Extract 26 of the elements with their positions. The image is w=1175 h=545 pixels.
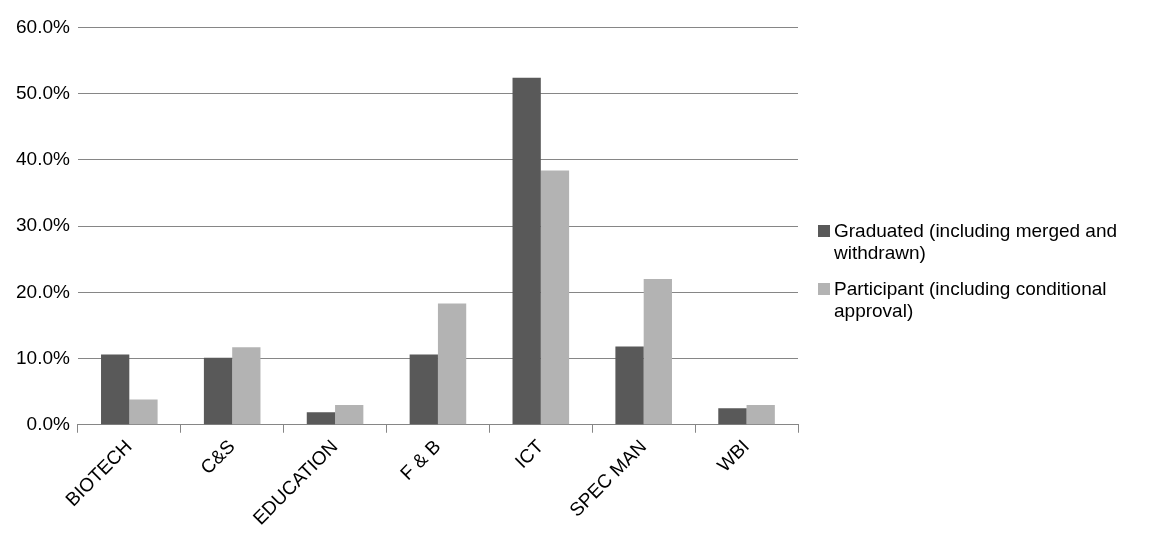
bar [540, 170, 570, 425]
bar [129, 399, 158, 425]
y-tick-label: 0.0% [26, 412, 70, 434]
bar [643, 279, 672, 425]
y-tick-label: 30.0% [16, 214, 70, 236]
bar [203, 357, 233, 425]
legend-label: Graduated (including merged and withdrawn) [834, 219, 1119, 264]
bar [409, 354, 438, 425]
bar [101, 354, 130, 425]
bar [306, 412, 336, 425]
bar [718, 408, 747, 425]
legend-label: Participant (including conditional approval) [834, 277, 1108, 322]
bar [232, 347, 261, 425]
y-tick-label: 60.0% [16, 15, 70, 37]
bar [437, 303, 467, 425]
y-tick-label: 50.0% [16, 81, 70, 103]
bar [615, 346, 644, 425]
x-tick-label: ICT [510, 435, 548, 472]
x-tick-label: F & B [396, 435, 445, 484]
bar [512, 77, 541, 425]
bar [335, 404, 364, 425]
x-tick-label: WBI [712, 435, 754, 476]
bar [746, 404, 775, 425]
y-tick-label: 10.0% [16, 346, 70, 368]
y-tick-label: 20.0% [16, 280, 70, 302]
y-tick-label: 40.0% [16, 148, 70, 170]
